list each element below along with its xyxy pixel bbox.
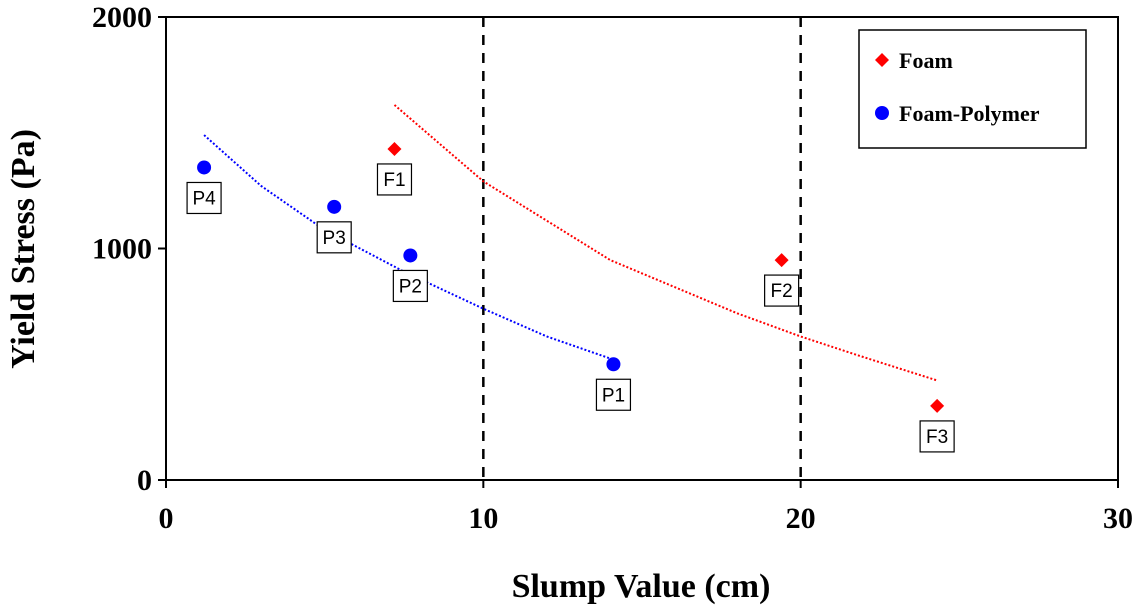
point-label-box — [595, 378, 632, 411]
foam-polymer-point-P2 — [403, 248, 418, 263]
point-label-box — [392, 269, 428, 303]
y-tick-label: 1000 — [92, 233, 152, 266]
foam-polymer-point-P1 — [606, 357, 621, 372]
foam-polymer-trendline — [203, 134, 614, 361]
foam-polymer-point-P4 — [197, 160, 212, 175]
foam-trendline — [393, 104, 938, 382]
legend-foam-polymer-label: Foam-Polymer — [899, 101, 1040, 126]
foam-polymer-point-P3 — [327, 199, 342, 214]
legend: Foam Foam-Polymer — [858, 29, 1087, 149]
point-label-P4: P4 — [192, 188, 216, 209]
legend-box — [858, 29, 1087, 149]
point-label-box — [316, 221, 352, 254]
point-label-F3: F3 — [926, 427, 948, 448]
point-label-box — [376, 163, 413, 196]
foam-point-F1 — [387, 141, 402, 156]
x-tick-label: 20 — [786, 502, 816, 535]
legend-foam-polymer-marker-icon — [875, 106, 889, 120]
legend-foam-label: Foam — [899, 48, 953, 73]
point-label-box — [764, 274, 800, 307]
foam-point-F2 — [774, 253, 789, 268]
x-tick-label: 0 — [159, 502, 174, 535]
point-label-box — [919, 420, 955, 453]
legend-foam-marker-icon — [875, 53, 889, 67]
foam-point-F3 — [930, 398, 945, 413]
y-axis-title: Yield Stress (Pa) — [5, 129, 42, 369]
x-axis-title: Slump Value (cm) — [512, 568, 771, 605]
x-tick-label: 30 — [1103, 502, 1133, 535]
point-label-F2: F2 — [771, 281, 793, 302]
x-tick-label: 10 — [468, 502, 498, 535]
point-label-F1: F1 — [383, 170, 405, 191]
point-label-box — [186, 181, 222, 215]
point-label-P2: P2 — [399, 276, 422, 297]
point-label-P1: P1 — [602, 385, 625, 406]
point-label-P3: P3 — [323, 228, 346, 249]
y-tick-label: 0 — [137, 464, 152, 497]
y-tick-label: 2000 — [92, 1, 152, 34]
